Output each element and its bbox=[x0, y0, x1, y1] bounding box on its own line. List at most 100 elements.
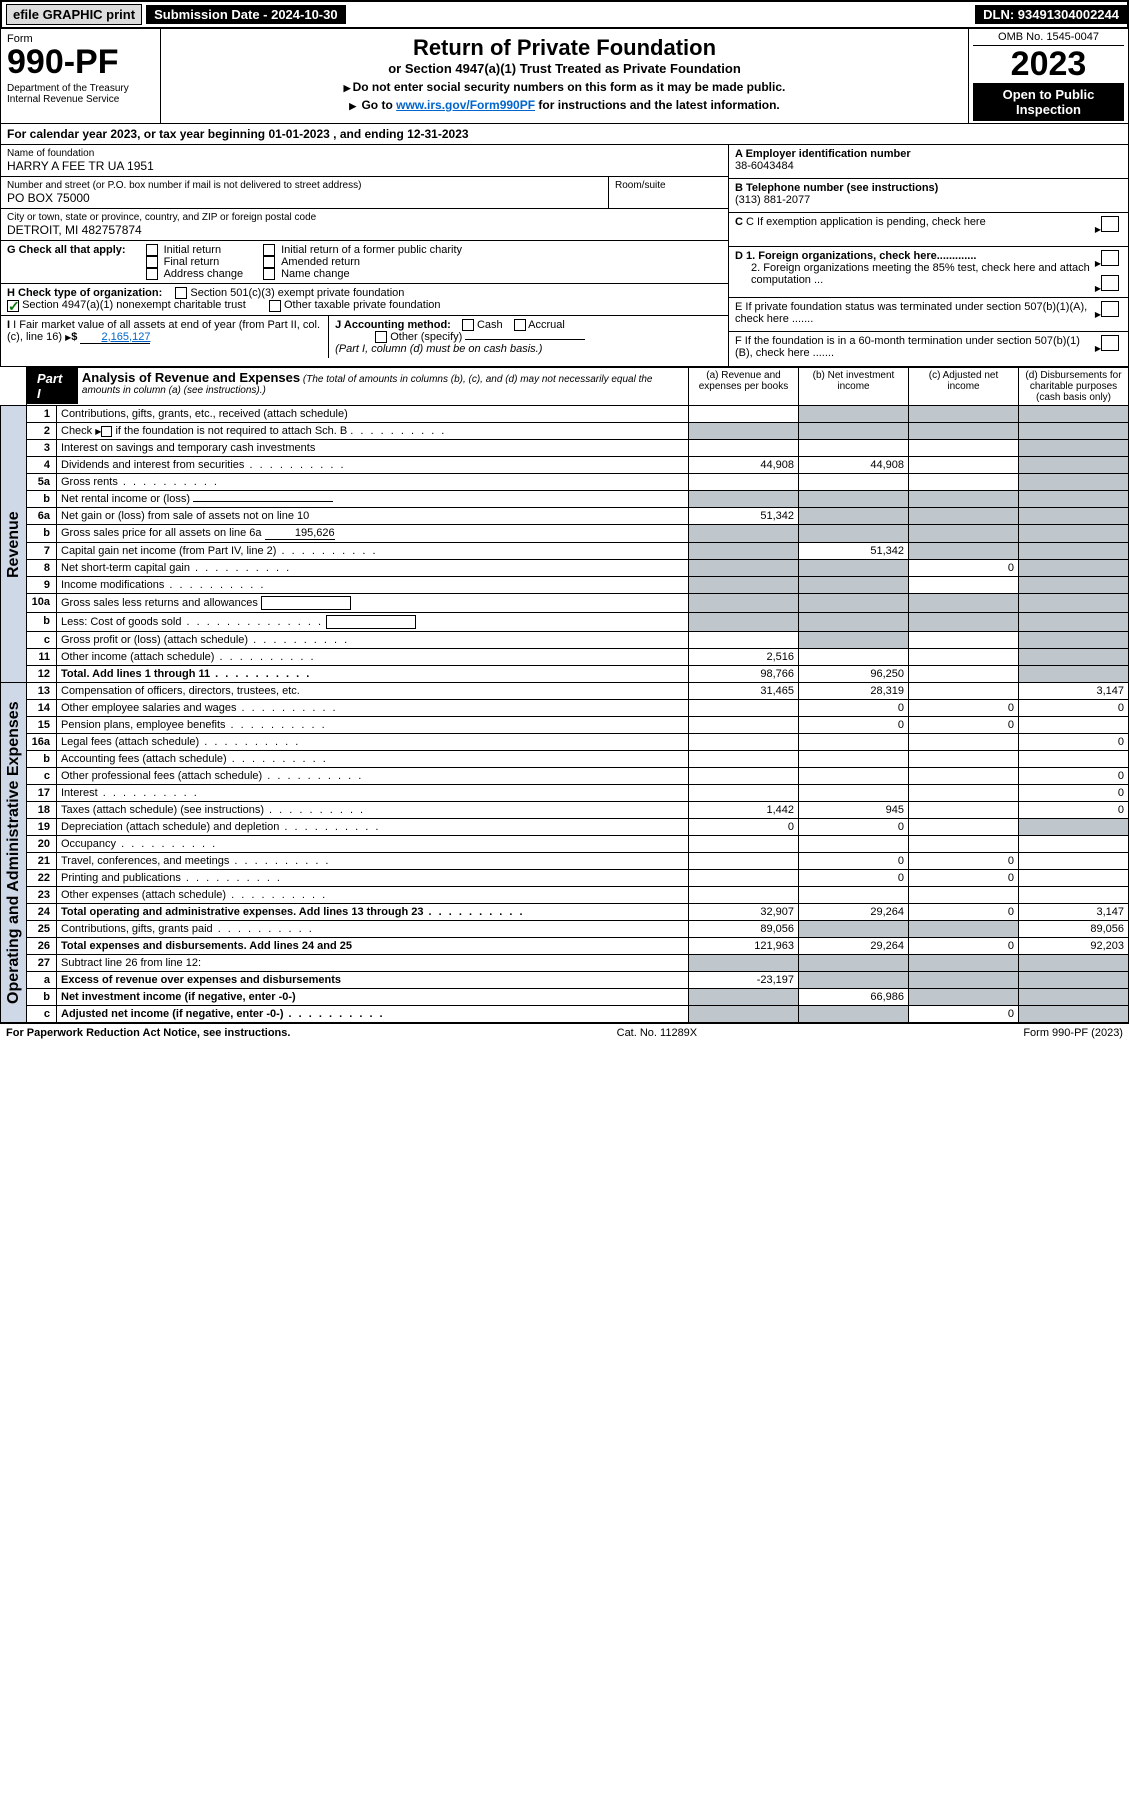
row-26-c: 0 bbox=[909, 938, 1019, 955]
ein-label: A Employer identification number bbox=[735, 148, 1122, 160]
row-19-a: 0 bbox=[689, 819, 799, 836]
chk-c[interactable] bbox=[1101, 216, 1119, 232]
d1-label: D 1. Foreign organizations, check here..… bbox=[735, 250, 1092, 262]
row-21-num: 21 bbox=[27, 853, 57, 870]
chk-d1[interactable] bbox=[1101, 250, 1119, 266]
row-13-b: 28,319 bbox=[799, 683, 909, 700]
j-cash: Cash bbox=[477, 319, 503, 331]
chk-4947[interactable] bbox=[7, 300, 19, 312]
row-24-d: 3,147 bbox=[1019, 904, 1129, 921]
irs-link[interactable]: www.irs.gov/Form990PF bbox=[396, 98, 535, 112]
row-7-desc: Capital gain net income (from Part IV, l… bbox=[57, 543, 689, 560]
row-10b-num: b bbox=[27, 613, 57, 632]
row-8-desc: Net short-term capital gain bbox=[57, 560, 689, 577]
footer-left: For Paperwork Reduction Act Notice, see … bbox=[6, 1027, 290, 1039]
chk-final[interactable] bbox=[146, 256, 158, 268]
row-5a-num: 5a bbox=[27, 474, 57, 491]
chk-initial[interactable] bbox=[146, 244, 158, 256]
row-16a-d: 0 bbox=[1019, 734, 1129, 751]
h-501: Section 501(c)(3) exempt private foundat… bbox=[190, 287, 404, 299]
row-21-c: 0 bbox=[909, 853, 1019, 870]
chk-other-taxable[interactable] bbox=[269, 300, 281, 312]
row-1-num: 1 bbox=[27, 406, 57, 423]
row-26-a: 121,963 bbox=[689, 938, 799, 955]
chk-amended[interactable] bbox=[263, 256, 275, 268]
instr-ssn: Do not enter social security numbers on … bbox=[171, 80, 958, 94]
row-27c-desc: Adjusted net income (if negative, enter … bbox=[57, 1006, 689, 1023]
row-6b-inline: 195,626 bbox=[265, 527, 335, 540]
foundation-name-label: Name of foundation bbox=[7, 148, 722, 159]
row-15-c: 0 bbox=[909, 717, 1019, 734]
phone-value: (313) 881-2077 bbox=[735, 194, 1122, 206]
row-18-d: 0 bbox=[1019, 802, 1129, 819]
row-10a-num: 10a bbox=[27, 594, 57, 613]
row-9-desc: Income modifications bbox=[57, 577, 689, 594]
row-27b-desc: Net investment income (if negative, ente… bbox=[57, 989, 689, 1006]
row-4-num: 4 bbox=[27, 457, 57, 474]
row-18-num: 18 bbox=[27, 802, 57, 819]
row-3-num: 3 bbox=[27, 440, 57, 457]
row-25-d: 89,056 bbox=[1019, 921, 1129, 938]
dln: DLN: 93491304002244 bbox=[975, 5, 1127, 24]
row-6b-desc: Gross sales price for all assets on line… bbox=[57, 525, 689, 543]
row-27a-desc: Excess of revenue over expenses and disb… bbox=[57, 972, 689, 989]
row-12-desc: Total. Add lines 1 through 11 bbox=[57, 666, 689, 683]
row-1-desc: Contributions, gifts, grants, etc., rece… bbox=[57, 406, 689, 423]
row-4-a: 44,908 bbox=[689, 457, 799, 474]
g-section: G Check all that apply: Initial return F… bbox=[1, 241, 728, 284]
row-10c-num: c bbox=[27, 632, 57, 649]
instr-link-row: Go to www.irs.gov/Form990PF for instruct… bbox=[171, 98, 958, 112]
row-6a-a: 51,342 bbox=[689, 508, 799, 525]
h-other: Other taxable private foundation bbox=[284, 299, 441, 311]
col-d-header: (d) Disbursements for charitable purpose… bbox=[1019, 368, 1129, 406]
footer-mid: Cat. No. 11289X bbox=[617, 1027, 698, 1039]
i-section: I I Fair market value of all assets at e… bbox=[1, 316, 328, 358]
row-4-desc: Dividends and interest from securities bbox=[57, 457, 689, 474]
row-23-num: 23 bbox=[27, 887, 57, 904]
row-27a-a: -23,197 bbox=[689, 972, 799, 989]
chk-schb[interactable] bbox=[101, 426, 112, 437]
dept-treasury: Department of the Treasury Internal Reve… bbox=[7, 83, 154, 105]
row-8-c: 0 bbox=[909, 560, 1019, 577]
row-18-b: 945 bbox=[799, 802, 909, 819]
row-14-c: 0 bbox=[909, 700, 1019, 717]
chk-e[interactable] bbox=[1101, 301, 1119, 317]
chk-other-method[interactable] bbox=[375, 331, 387, 343]
row-16a-num: 16a bbox=[27, 734, 57, 751]
form-header: Form 990-PF Department of the Treasury I… bbox=[0, 29, 1129, 124]
open-to-public: Open to Public Inspection bbox=[973, 83, 1124, 121]
row-14-b: 0 bbox=[799, 700, 909, 717]
chk-addr-change[interactable] bbox=[146, 268, 158, 280]
row-6b-num: b bbox=[27, 525, 57, 543]
row-26-desc: Total expenses and disbursements. Add li… bbox=[57, 938, 689, 955]
part1-title: Analysis of Revenue and Expenses bbox=[82, 370, 300, 385]
row-24-c: 0 bbox=[909, 904, 1019, 921]
g-initial: Initial return bbox=[164, 244, 221, 256]
chk-d2[interactable] bbox=[1101, 275, 1119, 291]
row-22-num: 22 bbox=[27, 870, 57, 887]
info-grid: Name of foundation HARRY A FEE TR UA 195… bbox=[0, 145, 1129, 367]
row-26-d: 92,203 bbox=[1019, 938, 1129, 955]
row-2-num: 2 bbox=[27, 423, 57, 440]
row-11-a: 2,516 bbox=[689, 649, 799, 666]
row-25-a: 89,056 bbox=[689, 921, 799, 938]
chk-name-change[interactable] bbox=[263, 268, 275, 280]
row-16b-desc: Accounting fees (attach schedule) bbox=[57, 751, 689, 768]
form-subtitle: or Section 4947(a)(1) Trust Treated as P… bbox=[171, 61, 958, 76]
row-20-num: 20 bbox=[27, 836, 57, 853]
efile-print-button[interactable]: efile GRAPHIC print bbox=[6, 4, 142, 25]
instr-pre: Go to bbox=[361, 98, 396, 112]
row-21-desc: Travel, conferences, and meetings bbox=[57, 853, 689, 870]
row-25-desc: Contributions, gifts, grants paid bbox=[57, 921, 689, 938]
chk-cash[interactable] bbox=[462, 319, 474, 331]
opadmin-label: Operating and Administrative Expenses bbox=[1, 683, 27, 1023]
h-4947: Section 4947(a)(1) nonexempt charitable … bbox=[22, 299, 246, 311]
fmv-link[interactable]: 2,165,127 bbox=[80, 331, 150, 344]
chk-501c3[interactable] bbox=[175, 287, 187, 299]
chk-accrual[interactable] bbox=[514, 319, 526, 331]
chk-f[interactable] bbox=[1101, 335, 1119, 351]
part1-tag: Part I bbox=[27, 368, 78, 404]
row-13-num: 13 bbox=[27, 683, 57, 700]
chk-initial-former[interactable] bbox=[263, 244, 275, 256]
row-27c-num: c bbox=[27, 1006, 57, 1023]
